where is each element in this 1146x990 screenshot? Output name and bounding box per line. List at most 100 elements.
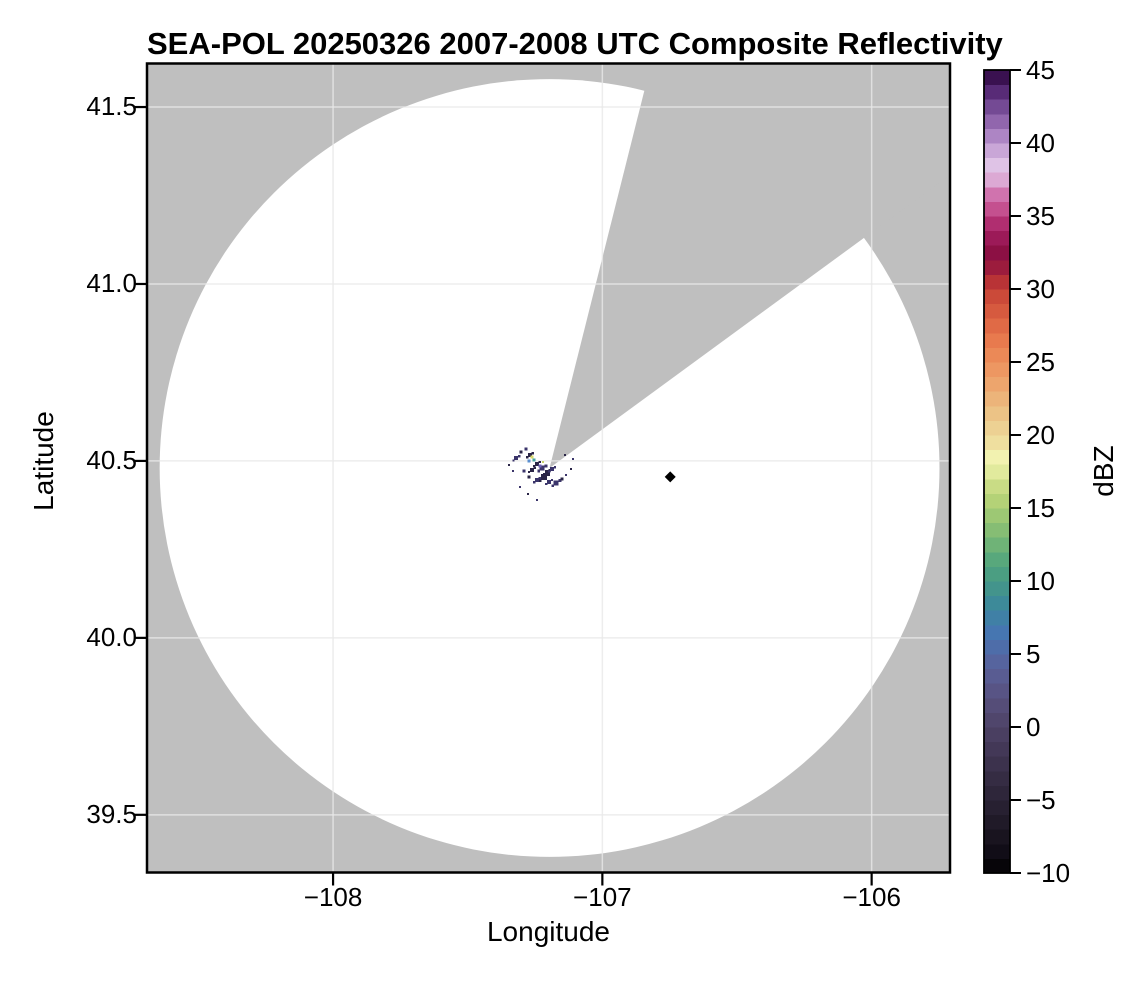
echo-pixel: [550, 467, 555, 472]
colorbar-tick-label: 20: [1026, 420, 1055, 450]
echo-pixel: [565, 474, 568, 477]
colorbar-band: [984, 595, 1010, 611]
echo-pixel: [527, 475, 531, 479]
colorbar-band: [984, 683, 1010, 699]
echo-pixel: [548, 468, 552, 472]
colorbar-band: [984, 464, 1010, 480]
colorbar-band: [984, 814, 1010, 830]
echo-pixel: [548, 470, 551, 473]
echo-pixel: [538, 478, 542, 482]
echo-pixel: [529, 467, 534, 472]
colorbar-band: [984, 84, 1010, 100]
colorbar-band: [984, 478, 1010, 494]
plot-title: SEA-POL 20250326 2007-2008 UTC Composite…: [147, 26, 1003, 61]
colorbar-tick-label: 15: [1026, 493, 1055, 523]
echo-pixel: [530, 455, 534, 459]
colorbar-band: [984, 639, 1010, 655]
colorbar-band: [984, 113, 1010, 129]
colorbar-band: [984, 537, 1010, 553]
colorbar-band: [984, 624, 1010, 640]
colorbar-band: [984, 99, 1010, 115]
colorbar-band: [984, 128, 1010, 144]
colorbar-band: [984, 829, 1010, 845]
echo-pixel: [550, 478, 554, 482]
echo-pixel: [507, 463, 510, 466]
colorbar-band: [984, 654, 1010, 670]
echo-pixel: [526, 492, 529, 495]
colorbar-band: [984, 405, 1010, 421]
echo-pixel: [511, 469, 514, 472]
colorbar-band: [984, 259, 1010, 275]
site-marker-diamond: [664, 471, 676, 483]
echo-pixel: [551, 484, 555, 488]
echo-pixel: [538, 464, 542, 468]
echo-pixel: [532, 458, 536, 462]
echo-pixel: [527, 459, 531, 463]
echo-pixel: [553, 480, 559, 486]
blocked-sector-wedge: [549, 63, 950, 468]
colorbar-band: [984, 770, 1010, 786]
colorbar-band: [984, 172, 1010, 188]
colorbar-band: [984, 522, 1010, 538]
colorbar-band: [984, 157, 1010, 173]
colorbar-tick-label: 0: [1026, 712, 1041, 742]
echo-pixel: [534, 478, 539, 483]
colorbar-band: [984, 245, 1010, 261]
colorbar-band: [984, 362, 1010, 378]
colorbar-band: [984, 420, 1010, 436]
y-tick-label: 39.5: [86, 798, 137, 829]
colorbar-frame: [983, 69, 1011, 874]
colorbar-band: [984, 318, 1010, 334]
y-tick-label: 41.5: [86, 91, 137, 122]
echo-pixel: [560, 477, 564, 481]
colorbar-band: [984, 727, 1010, 743]
echo-pixel: [533, 464, 536, 468]
colorbar-band: [984, 566, 1010, 582]
colorbar-band: [984, 843, 1010, 859]
colorbar-tick-label: 35: [1026, 201, 1055, 231]
colorbar-band: [984, 143, 1010, 159]
echo-pixel: [517, 455, 521, 458]
x-tick-label: −106: [842, 882, 901, 912]
colorbar-band: [984, 201, 1010, 217]
colorbar-band: [984, 186, 1010, 202]
colorbar-tick-label: 25: [1026, 347, 1055, 377]
colorbar-band: [984, 391, 1010, 407]
echo-pixel: [545, 483, 548, 486]
colorbar-band: [984, 785, 1010, 801]
y-tick-label: 40.0: [86, 621, 137, 652]
echo-pixel: [524, 447, 528, 451]
echo-pixel: [518, 485, 521, 488]
echo-pixel: [569, 468, 572, 471]
echo-pixel: [527, 452, 532, 457]
echo-pixel: [538, 460, 542, 464]
echo-pixel: [546, 472, 551, 476]
colorbar-tick-label: 30: [1026, 274, 1055, 304]
colorbar-band: [984, 610, 1010, 626]
colorbar-band: [984, 435, 1010, 451]
colorbar-tick-label: 40: [1026, 128, 1055, 158]
colorbar-band: [984, 581, 1010, 597]
colorbar-band: [984, 551, 1010, 567]
x-tick-label: −108: [303, 882, 363, 912]
colorbar-tick-label: 5: [1026, 639, 1041, 669]
y-tick-label: 41.0: [86, 267, 137, 298]
x-tick-label: −107: [573, 882, 632, 912]
colorbar-tick-label: −5: [1026, 785, 1056, 815]
echo-pixel: [531, 451, 535, 455]
colorbar-tick-label: 45: [1026, 55, 1055, 85]
colorbar-band: [984, 332, 1010, 348]
y-tick-label: 40.5: [86, 444, 137, 475]
colorbar-band: [984, 756, 1010, 772]
echo-pixel: [544, 469, 549, 474]
echo-pixel: [539, 465, 545, 471]
echo-pixel: [512, 459, 515, 462]
colorbar-band: [984, 712, 1010, 728]
echo-pixel: [572, 457, 575, 460]
echo-pixel: [533, 481, 536, 484]
colorbar-band: [984, 376, 1010, 392]
echo-pixel: [564, 453, 567, 456]
echo-pixel: [519, 450, 523, 454]
